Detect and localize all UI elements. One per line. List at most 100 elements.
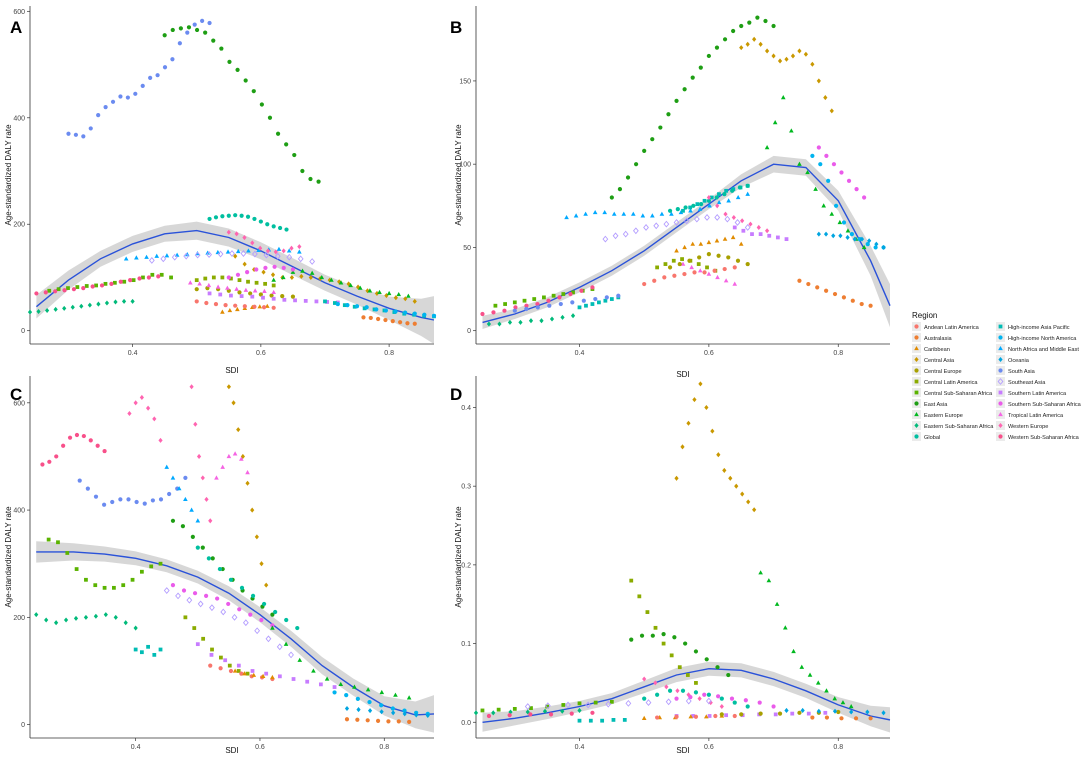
data-point [254, 627, 261, 635]
y-tick-label: 400 [13, 115, 25, 122]
data-point [352, 304, 357, 309]
data-point [774, 601, 780, 606]
legend-item: High-income North America [996, 333, 1077, 342]
series-western-sub-saharan-africa [480, 285, 595, 317]
data-point [723, 278, 729, 283]
data-point [692, 397, 697, 403]
data-point [209, 652, 214, 657]
legend-label: Western Europe [1008, 424, 1048, 430]
data-point [162, 65, 168, 70]
smooth-trend-line [482, 667, 891, 723]
data-point [130, 577, 135, 582]
data-point [245, 671, 250, 676]
data-point [512, 300, 517, 305]
data-point [669, 211, 674, 216]
data-point [826, 178, 831, 183]
data-point [767, 233, 772, 238]
legend-swatch [998, 356, 1003, 363]
data-point [756, 224, 761, 230]
data-point [406, 695, 412, 700]
data-point [535, 301, 540, 307]
data-point [771, 704, 776, 709]
data-point [803, 51, 809, 57]
data-point [226, 213, 231, 218]
data-point [683, 217, 690, 225]
data-point [158, 647, 163, 652]
data-point [865, 709, 870, 715]
series-central-europe [719, 709, 841, 717]
data-point [681, 208, 685, 213]
data-point [308, 176, 313, 182]
data-point [262, 601, 267, 607]
confidence-band [482, 661, 890, 733]
series-high-income-asia-pacific [577, 718, 627, 723]
data-point [577, 701, 582, 706]
data-point [772, 120, 778, 125]
legend-swatch [914, 411, 919, 417]
data-point [512, 308, 517, 313]
data-point [290, 269, 296, 274]
data-point [276, 643, 283, 651]
data-point [729, 696, 735, 701]
legend-label: Eastern Sub-Saharan Africa [924, 424, 994, 430]
data-point [196, 453, 202, 459]
data-point [286, 253, 293, 261]
data-point [239, 585, 245, 590]
data-point [763, 18, 768, 24]
data-point [688, 205, 693, 210]
data-point [393, 295, 398, 301]
data-point [204, 593, 209, 598]
series-southern-latin-america [195, 642, 337, 689]
data-point [73, 132, 79, 137]
legend-label: Central Latin America [924, 380, 978, 386]
data-point [719, 712, 724, 717]
data-point [178, 26, 183, 31]
data-point [81, 134, 86, 139]
data-point [34, 291, 39, 296]
confidence-band [36, 541, 434, 733]
data-point [345, 303, 350, 308]
data-point [367, 288, 373, 293]
data-point [236, 663, 241, 668]
data-point [690, 75, 695, 80]
data-point [329, 277, 334, 282]
data-point [207, 20, 212, 26]
series-eastern-sub-saharan-africa [473, 707, 582, 716]
data-point [513, 305, 518, 310]
data-point [88, 438, 93, 443]
y-tick-label: 600 [13, 9, 25, 16]
data-point [145, 405, 151, 411]
data-point [738, 241, 744, 246]
data-point [367, 708, 373, 714]
data-point [319, 274, 325, 280]
data-point [84, 577, 88, 582]
data-point [170, 27, 175, 33]
data-point [643, 224, 649, 231]
data-point [766, 578, 772, 583]
data-point [480, 311, 485, 317]
legend-label: Western Sub-Saharan Africa [1008, 435, 1080, 441]
series-central-europe [667, 251, 750, 270]
legend-item: Western Sub-Saharan Africa [996, 432, 1080, 441]
data-point [234, 286, 239, 291]
data-point [745, 41, 750, 47]
data-point [745, 183, 750, 188]
data-point [259, 617, 264, 623]
data-point [34, 612, 39, 618]
chart-panel-c: C 0.4 0.6 0.8 0 200 400 600 SDI Age-standardized … [4, 376, 435, 755]
data-point [502, 308, 507, 313]
data-point [158, 497, 164, 502]
data-point [724, 188, 729, 193]
data-point [229, 276, 233, 281]
data-point [54, 620, 59, 626]
data-point [309, 258, 316, 265]
data-point [816, 145, 821, 150]
data-point [406, 293, 411, 298]
data-point [694, 681, 698, 685]
data-point [655, 265, 660, 270]
data-point [201, 636, 206, 641]
x-tick-label: 0.6 [704, 744, 714, 751]
legend-label: Southern Latin America [1008, 391, 1067, 397]
data-point [551, 293, 556, 298]
data-point [367, 699, 372, 705]
